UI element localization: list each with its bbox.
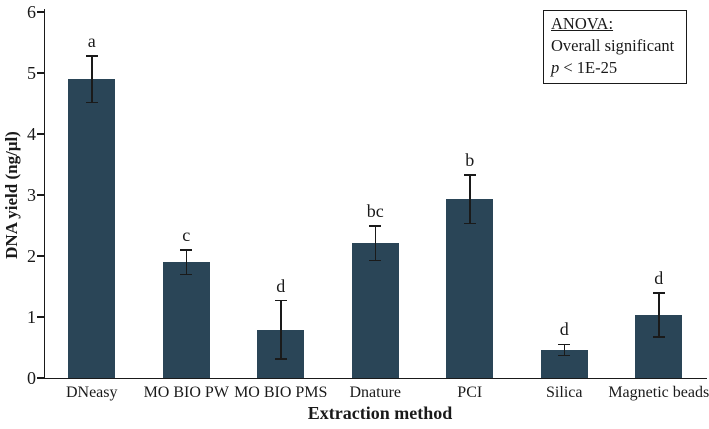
y-axis-line [43, 9, 45, 379]
error-cap-top-pci [463, 174, 476, 176]
error-cap-bottom-pci [463, 222, 476, 225]
y-tick-label-2: 2 [27, 246, 36, 266]
sig-letter-pci: b [465, 149, 475, 170]
x-axis-title: Extraction method [307, 403, 453, 423]
y-tick-label-6: 6 [27, 2, 36, 22]
bar-dnature [351, 243, 399, 378]
error-bar-mo-bio-pms [280, 300, 282, 360]
error-cap-bottom-dneasy [85, 101, 98, 104]
error-bar-dneasy [91, 55, 93, 103]
error-cap-bottom-mo-bio-pms [274, 358, 287, 360]
x-axis-line [43, 377, 707, 379]
error-cap-top-mo-bio-pw [180, 249, 193, 251]
error-cap-top-silica [558, 343, 571, 346]
error-bar-silica [563, 344, 565, 356]
y-tick-label-0: 0 [27, 368, 36, 388]
p-symbol: p [551, 58, 560, 77]
x-tick-label-silica: Silica [546, 384, 583, 401]
error-cap-bottom-magnetic-beads [652, 336, 665, 338]
error-cap-bottom-dnature [369, 259, 382, 262]
y-tick-3 [37, 194, 44, 196]
y-tick-label-3: 3 [27, 185, 36, 205]
error-bar-mo-bio-pw [185, 249, 187, 275]
error-cap-top-magnetic-beads [652, 292, 665, 294]
bar-pci [446, 199, 494, 378]
x-tick-label-magnetic-beads: Magnetic beads [608, 384, 709, 401]
error-bar-magnetic-beads [658, 293, 660, 338]
error-bar-dnature [374, 226, 376, 261]
x-tick-label-dnature: Dnature [349, 384, 402, 401]
y-tick-1 [37, 316, 44, 318]
x-tick-label-mo-bio-pms: MO BIO PMS [234, 384, 328, 401]
y-tick-0 [37, 377, 44, 379]
anova-line-significant: Overall significant [551, 36, 675, 55]
sig-letter-magnetic-beads: d [654, 268, 664, 289]
sig-letter-silica: d [559, 319, 569, 340]
y-tick-2 [37, 255, 44, 257]
y-tick-label-4: 4 [27, 124, 36, 144]
x-tick-label-dneasy: DNeasy [65, 384, 118, 401]
p-value: < 1E-25 [559, 58, 618, 77]
error-cap-bottom-silica [558, 354, 571, 357]
bar-mo-bio-pw [162, 262, 210, 378]
y-tick-5 [37, 72, 44, 74]
y-tick-label-5: 5 [27, 63, 36, 83]
x-tick-label-pci: PCI [457, 384, 483, 401]
anova-annotation-box: ANOVA: Overall significant p < 1E-25 [543, 10, 687, 84]
sig-letter-mo-bio-pms: d [276, 275, 286, 296]
error-bar-pci [469, 174, 471, 224]
anova-title: ANOVA: [551, 14, 614, 33]
x-tick-label-mo-bio-pw: MO BIO PW [143, 384, 229, 401]
error-cap-top-mo-bio-pms [274, 299, 287, 302]
y-tick-label-1: 1 [27, 307, 36, 327]
error-cap-bottom-mo-bio-pw [180, 273, 193, 276]
sig-letter-dnature: bc [366, 201, 384, 222]
error-cap-top-dnature [369, 225, 382, 227]
sig-letter-mo-bio-pw: c [182, 224, 191, 245]
anova-p-value-line: p < 1E-25 [551, 57, 679, 79]
y-tick-4 [37, 133, 44, 135]
sig-letter-dneasy: a [87, 30, 96, 51]
error-cap-top-dneasy [85, 55, 98, 57]
y-tick-6 [37, 11, 44, 13]
bar-dneasy [68, 79, 116, 378]
